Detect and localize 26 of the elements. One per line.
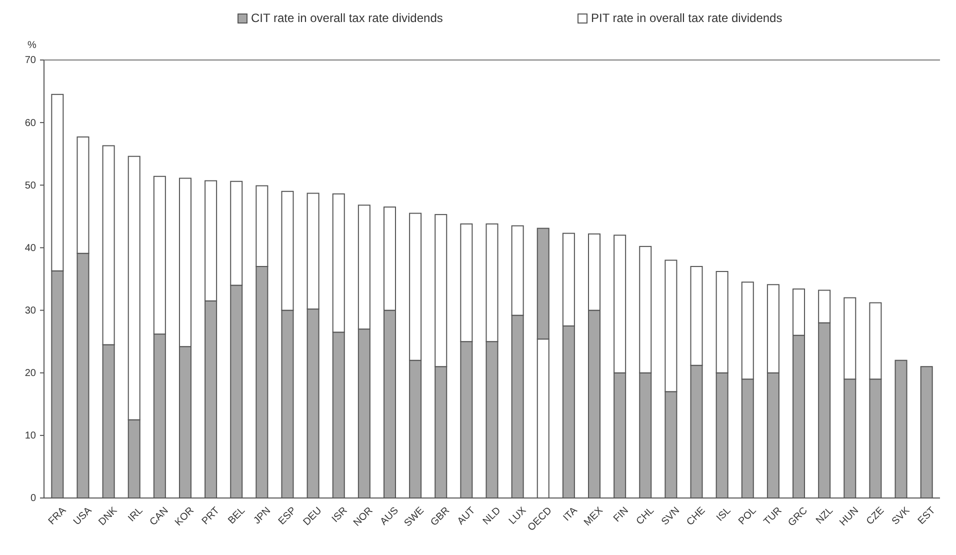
x-tick-label: ISR [330,505,350,525]
x-tick-label: NZL [814,504,836,526]
x-tick-label: CZE [864,505,887,528]
y-tick-label: 10 [24,430,36,442]
x-tick-label: USA [72,505,94,528]
y-axis-title: % [28,40,37,51]
x-tick-label: IRL [126,504,146,524]
y-tick-label: 60 [24,118,36,129]
x-tick-label: JPN [252,505,273,526]
y-tick-label: 30 [24,305,36,316]
x-tick-label: BEL [226,504,248,526]
y-tick-label: 50 [24,180,36,192]
legend-label: CIT rate in overall tax rate dividends [251,11,443,25]
y-tick-label: 40 [24,242,36,254]
y-tick-label: 0 [30,493,36,504]
x-tick-label: TUR [762,505,784,528]
legend-label: PIT rate in overall tax rate dividends [591,11,782,25]
x-tick-label: NLD [481,505,504,528]
y-tick-label: 20 [24,368,36,380]
x-tick-label: POL [736,504,760,528]
x-tick-label: FRA [46,505,69,528]
x-tick-label: CHL [634,504,657,528]
x-tick-label: FIN [612,505,631,524]
x-tick-label: ITA [562,505,580,524]
y-tick-label: 70 [24,55,36,66]
x-tick-label: ISL [714,504,734,524]
